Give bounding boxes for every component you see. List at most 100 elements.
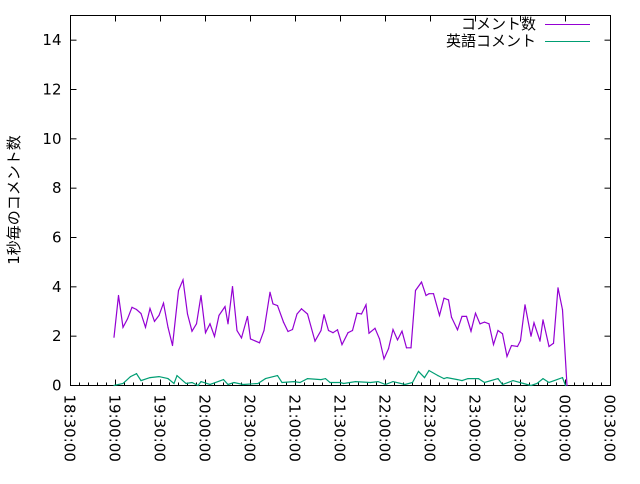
series-group (113, 277, 568, 387)
data-point (506, 355, 508, 357)
data-point (182, 279, 184, 281)
data-point (186, 313, 189, 315)
series-line-0 (113, 277, 568, 386)
x-tick-label: 18:30:00 (61, 395, 79, 462)
data-point (233, 381, 235, 384)
data-point (149, 307, 151, 310)
x-tick-label: 20:00:00 (196, 395, 214, 462)
data-point (516, 345, 519, 348)
data-point (131, 306, 133, 308)
data-point (171, 344, 174, 347)
data-point (552, 342, 555, 344)
data-point (158, 314, 160, 317)
data-point (324, 377, 327, 380)
x-tick-label: 00:00:00 (556, 395, 574, 462)
data-point (276, 304, 279, 307)
data-point (167, 377, 169, 380)
y-tick-label: 14 (42, 31, 61, 49)
data-point (173, 382, 175, 385)
x-tick-label: 19:30:00 (151, 395, 169, 462)
data-point (291, 328, 294, 331)
data-point (249, 338, 252, 340)
data-point (176, 375, 178, 377)
data-point (566, 384, 568, 387)
data-point (474, 312, 477, 314)
y-tick-label: 0 (52, 377, 62, 395)
data-point (425, 294, 427, 297)
data-point (200, 294, 202, 297)
data-point (533, 322, 535, 324)
y-tick-label: 12 (42, 81, 61, 99)
data-point (501, 383, 504, 386)
data-point (417, 370, 420, 373)
data-point (561, 309, 564, 311)
data-point (524, 304, 526, 306)
data-point (323, 314, 325, 316)
y-tick-label: 6 (52, 229, 62, 247)
data-point (197, 384, 199, 387)
data-point (299, 381, 301, 384)
y-tick-label: 8 (52, 179, 62, 197)
data-point (510, 344, 513, 347)
data-point (332, 332, 334, 334)
y-tick-label: 10 (42, 130, 61, 148)
data-point (443, 297, 445, 299)
data-point (140, 379, 142, 382)
x-tick-label: 20:30:00 (241, 395, 259, 462)
legend: コメント数 英語コメント (446, 15, 590, 50)
data-point (149, 377, 151, 379)
y-axis-label: 1秒毎のコメント数 (5, 135, 23, 265)
y-axis: 0 2 4 6 8 10 12 14 (42, 31, 611, 395)
data-point (342, 382, 345, 385)
data-point (314, 340, 316, 342)
series-line-1 (113, 369, 567, 387)
data-point (443, 377, 445, 380)
data-point (287, 330, 289, 333)
data-point (383, 358, 385, 360)
x-tick-label: 22:00:00 (376, 395, 394, 462)
data-point (191, 330, 193, 332)
data-point (428, 369, 430, 372)
data-point (153, 320, 156, 322)
data-point (456, 329, 459, 331)
data-point (329, 381, 331, 384)
data-point (437, 375, 439, 377)
data-point (272, 303, 274, 305)
data-point (236, 329, 238, 332)
data-point (327, 329, 330, 332)
data-point (257, 382, 259, 385)
data-point (240, 337, 243, 339)
data-point (162, 302, 165, 304)
data-point (356, 312, 358, 314)
data-point (374, 327, 376, 329)
data-point (122, 326, 124, 328)
data-point (117, 294, 120, 297)
x-tick-label: 21:00:00 (286, 395, 304, 462)
data-point (438, 314, 441, 317)
x-tick-label: 19:00:00 (106, 395, 124, 462)
data-point (177, 289, 180, 292)
data-point (530, 384, 532, 387)
data-point (341, 343, 343, 346)
data-point (281, 381, 283, 384)
data-point (548, 345, 550, 348)
data-point (113, 384, 115, 387)
data-point (242, 383, 244, 386)
data-point (227, 323, 229, 325)
data-point (492, 343, 495, 346)
data-point (209, 383, 211, 386)
data-point (167, 326, 169, 328)
data-point (218, 314, 220, 317)
data-point (347, 332, 349, 334)
y-tick-label: 4 (52, 278, 62, 296)
data-point (224, 305, 226, 308)
x-tick-label: 23:00:00 (466, 395, 484, 462)
data-point (512, 379, 514, 382)
data-point (320, 329, 322, 332)
x-tick-label: 00:30:00 (601, 395, 619, 462)
data-point (300, 308, 303, 310)
data-point (548, 381, 550, 384)
data-point (461, 379, 463, 382)
data-point (227, 383, 229, 386)
data-point (387, 348, 390, 350)
